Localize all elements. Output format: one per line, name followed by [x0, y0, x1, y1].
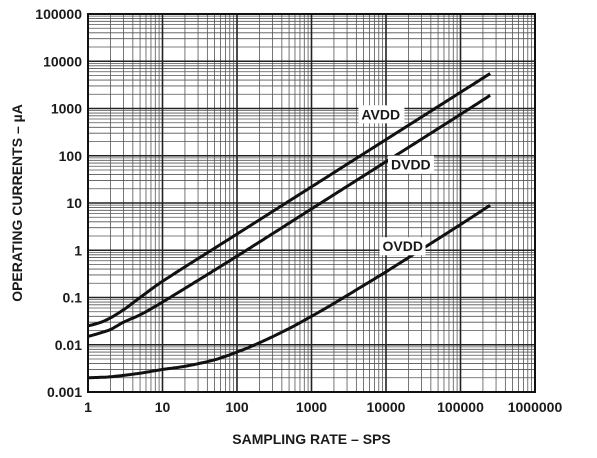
x-tick-label: 100: [225, 399, 249, 415]
y-tick-label: 10000: [43, 53, 82, 69]
major-gridlines: [88, 14, 535, 392]
series-label-avdd: AVDD: [361, 106, 400, 122]
y-tick-label: 1: [74, 242, 82, 258]
y-tick-label: 1000: [51, 101, 82, 117]
series-line-dvdd: [87, 94, 491, 338]
x-axis-ticks: 1 10 100 1000 10000 100000 1000000: [84, 399, 562, 415]
y-tick-label: 100000: [35, 6, 82, 22]
x-tick-label: 10000: [367, 399, 406, 415]
series-labels: AVDD DVDD OVDD: [358, 105, 434, 256]
series-label-bg: [388, 155, 434, 174]
x-tick-label: 1000: [296, 399, 327, 415]
y-tick-label: 10: [66, 195, 82, 211]
series-label-ovdd: OVDD: [383, 238, 423, 254]
series-label-bg: [379, 237, 426, 256]
y-axis-title: OPERATING CURRENTS – µA: [9, 104, 25, 302]
plot-frame: [87, 13, 536, 393]
y-tick-label: 0.1: [63, 290, 83, 306]
x-tick-label: 10: [155, 399, 171, 415]
series-label-dvdd: DVDD: [391, 157, 431, 173]
x-tick-label: 1000000: [508, 399, 563, 415]
y-axis-ticks: 0.001 0.01 0.1 1 10 100 1000 10000 100000: [35, 6, 82, 400]
series-line-avdd: [87, 72, 491, 328]
y-tick-label: 0.01: [55, 337, 82, 353]
y-tick-label: 100: [59, 148, 83, 164]
x-tick-label: 100000: [437, 399, 484, 415]
x-axis-title: SAMPLING RATE – SPS: [232, 431, 390, 447]
series-label-bg: [358, 105, 405, 124]
y-tick-label: 0.001: [47, 384, 82, 400]
x-tick-label: 1: [84, 399, 92, 415]
